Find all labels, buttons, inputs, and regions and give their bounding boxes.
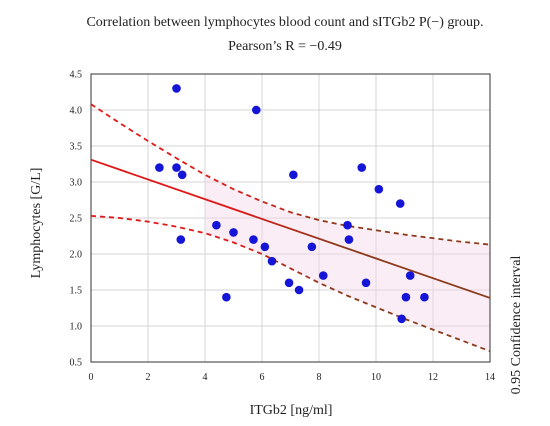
- axis-ticks: 0 2 4 6 8 10 12 14 0.5 1.0 1.5 2.0 2.5 3.0 3.5 4.0 4.5: [70, 70, 496, 384]
- data-point: [222, 292, 231, 302]
- x-axis-label: ITGb2 [ng/ml]: [250, 403, 333, 418]
- data-point: [357, 163, 367, 172]
- y-axis-label: Lymphocytes [G/L]: [29, 168, 44, 279]
- data-point: [294, 285, 304, 295]
- data-point: [420, 292, 429, 302]
- data-point: [289, 170, 298, 180]
- x-tick-label: 6: [260, 372, 265, 383]
- data-point: [176, 235, 186, 244]
- y-tick-label: 0.5: [70, 358, 83, 369]
- data-point: [260, 242, 270, 252]
- data-point: [344, 235, 354, 244]
- lines: [90, 103, 491, 353]
- data-point: [229, 228, 238, 237]
- confidence-upper-line: [90, 103, 491, 246]
- data-point: [177, 170, 187, 180]
- y-tick-label: 3.5: [70, 142, 83, 153]
- confidence-band: [205, 174, 490, 352]
- data-point: [397, 314, 406, 324]
- data-point: [395, 199, 405, 208]
- y-tick-label: 1.5: [70, 286, 83, 297]
- x-tick-label: 12: [428, 372, 438, 383]
- x-tick-label: 8: [317, 372, 322, 383]
- y-tick-label: 1.0: [70, 322, 83, 333]
- data-point: [401, 292, 411, 302]
- data-point: [251, 105, 261, 115]
- data-point: [267, 256, 277, 266]
- y-tick-label: 3.0: [70, 178, 83, 189]
- data-point: [212, 220, 221, 230]
- y-tick-label: 4.5: [70, 70, 83, 81]
- data-point: [172, 84, 181, 93]
- y-tick-label: 2.0: [70, 250, 83, 261]
- data-point: [405, 271, 415, 280]
- confidence-interval-label: 0.95 Confidence interval: [509, 255, 524, 394]
- x-tick-label: 14: [485, 372, 495, 383]
- data-point: [361, 278, 371, 288]
- data-points: [155, 84, 429, 324]
- x-tick-label: 0: [89, 372, 94, 383]
- data-point: [155, 163, 164, 172]
- data-point: [284, 278, 294, 288]
- data-point: [172, 163, 181, 172]
- data-point: [307, 242, 317, 252]
- data-point: [343, 220, 352, 230]
- x-tick-label: 10: [371, 372, 381, 383]
- x-tick-label: 4: [203, 372, 208, 383]
- regression-line: [90, 158, 491, 299]
- chart-title: Correlation between lymphocytes blood co…: [86, 15, 483, 30]
- data-point: [249, 235, 258, 244]
- confidence-lower-line: [90, 214, 491, 353]
- confidence-band-fill: [205, 174, 490, 352]
- plot-frame: [90, 73, 491, 363]
- y-tick-label: 2.5: [70, 214, 83, 225]
- x-tick-label: 2: [146, 372, 151, 383]
- data-point: [318, 271, 328, 280]
- y-tick-label: 4.0: [70, 106, 83, 117]
- chart-subtitle: Pearson’s R = −0.49: [228, 39, 342, 54]
- data-point: [374, 184, 384, 194]
